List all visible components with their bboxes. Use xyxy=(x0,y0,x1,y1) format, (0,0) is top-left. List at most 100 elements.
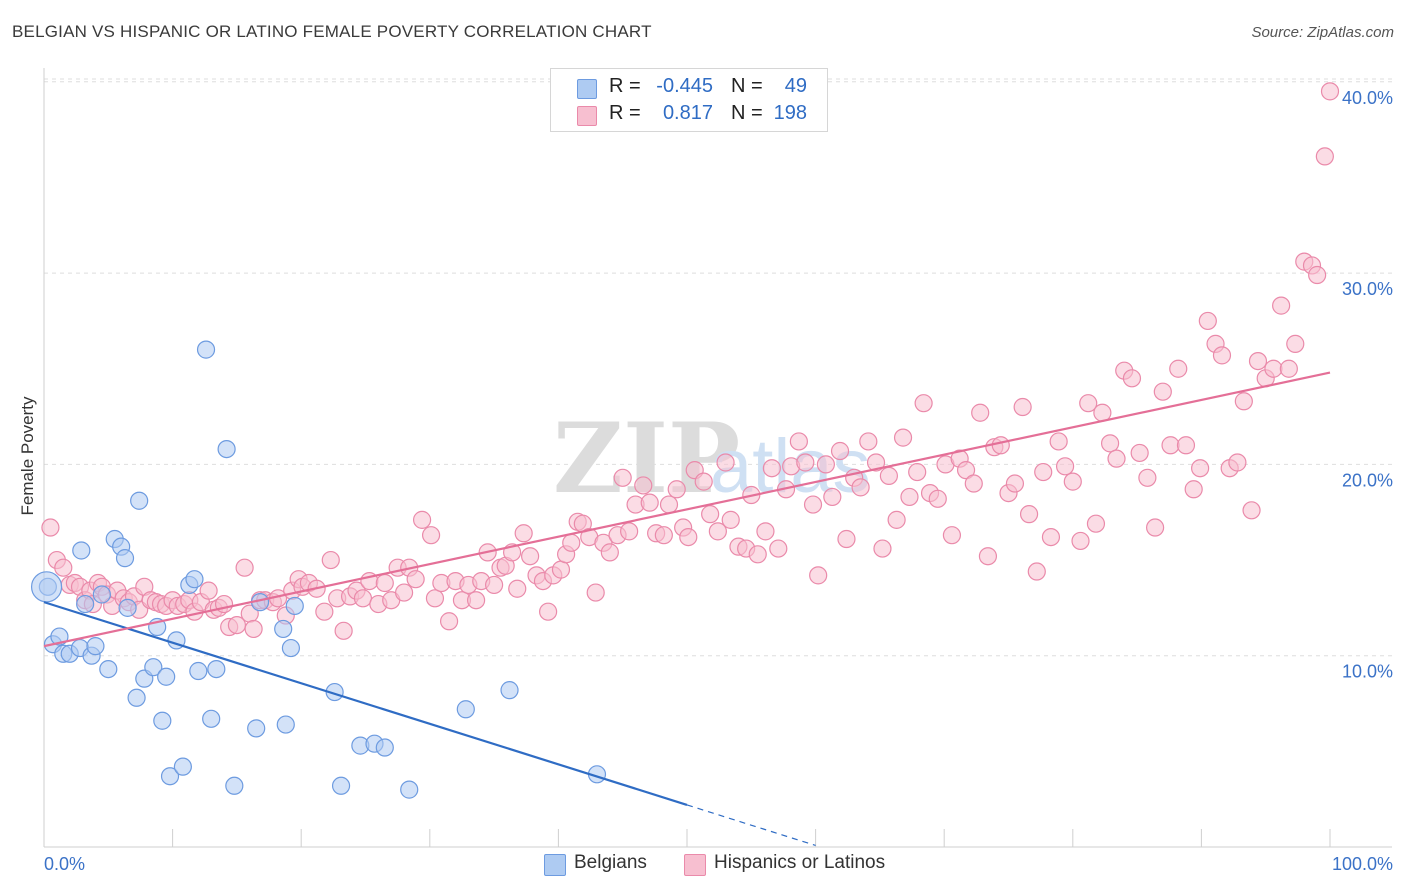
belgian-point xyxy=(86,637,105,656)
belgian-point xyxy=(285,596,304,616)
hispanic-point xyxy=(721,510,740,529)
hispanic-point xyxy=(659,495,679,514)
belgian-point xyxy=(274,619,293,639)
hispanic-point xyxy=(54,558,73,577)
legend-n-value: 49 xyxy=(784,75,807,97)
legend-row-hispanics: R = 0.817 N = 198 xyxy=(551,102,827,128)
belgian-points xyxy=(30,340,607,799)
belgian-point xyxy=(72,541,91,560)
hispanic-point xyxy=(620,522,639,541)
hispanic-point xyxy=(1169,359,1188,378)
hispanic-point xyxy=(1100,434,1120,453)
hispanic-point xyxy=(613,468,632,487)
hispanic-point xyxy=(1079,394,1098,413)
y-tick-label: 40.0% xyxy=(1342,88,1393,108)
belgian-point xyxy=(375,738,394,757)
belgian-point xyxy=(202,709,221,728)
y-tick-label: 20.0% xyxy=(1342,470,1393,490)
hispanic-point xyxy=(1242,501,1261,520)
legend-n-label: N = xyxy=(731,75,763,97)
hispanic-point xyxy=(199,581,218,600)
belgian-point xyxy=(207,659,226,679)
chart-title: BELGIAN VS HISPANIC OR LATINO FEMALE POV… xyxy=(12,22,652,41)
hispanic-point xyxy=(971,403,990,422)
hispanic-point xyxy=(353,589,373,608)
hispanic-point xyxy=(244,619,263,639)
hispanic-point xyxy=(978,547,998,566)
hispanic-point xyxy=(1315,147,1334,166)
belgian-point xyxy=(281,638,301,658)
hispanic-point xyxy=(900,487,919,507)
hispanic-point xyxy=(1122,369,1142,388)
hispanic-point xyxy=(375,573,394,593)
belgian-point xyxy=(118,598,137,617)
hispanic-point xyxy=(41,518,60,537)
hispanic-point xyxy=(873,539,892,558)
belgian-point xyxy=(30,571,63,603)
hispanic-point xyxy=(708,522,727,541)
trend-lines xyxy=(43,371,1331,847)
belgian-point xyxy=(92,585,111,604)
hispanic-points xyxy=(41,82,1340,640)
hispanic-point xyxy=(1264,359,1283,378)
hispanic-point xyxy=(667,480,686,499)
hispanic-point xyxy=(762,459,781,478)
hispanic-trend-line xyxy=(43,371,1331,648)
hispanic-point xyxy=(1013,397,1032,417)
hispanic-point xyxy=(748,545,767,564)
hispanic-point xyxy=(562,533,581,552)
hispanic-point xyxy=(1055,457,1075,476)
hispanic-point xyxy=(1034,462,1053,482)
hispanic-point xyxy=(1272,296,1291,315)
belgian-point xyxy=(50,627,69,646)
hispanic-point xyxy=(586,583,605,602)
hispanic-point xyxy=(1063,472,1082,491)
belgian-point xyxy=(247,719,266,738)
belgian-point xyxy=(153,711,172,730)
hispanic-point xyxy=(1049,432,1068,451)
belgian-point xyxy=(217,439,236,459)
belgian-trend-extension xyxy=(686,804,816,847)
hispanic-point xyxy=(521,547,540,566)
x-tick-label: 0.0% xyxy=(44,854,85,874)
hispanic-point xyxy=(942,526,962,545)
source-credit: Source: ZipAtlas.com xyxy=(1251,24,1394,41)
belgian-point xyxy=(276,715,295,734)
hispanic-point xyxy=(406,570,425,589)
hispanic-point xyxy=(1279,359,1298,378)
hispanic-point xyxy=(334,621,353,640)
legend-r-value: -0.445 xyxy=(656,75,713,97)
hispanic-point xyxy=(796,453,815,472)
hispanic-point xyxy=(1248,351,1268,371)
hispanic-point xyxy=(803,495,823,514)
belgian-point xyxy=(225,776,244,795)
belgian-point xyxy=(144,658,163,677)
hispanic-point xyxy=(701,505,720,524)
y-tick-label: 30.0% xyxy=(1342,279,1393,299)
hispanic-point xyxy=(694,472,713,491)
hispanic-point xyxy=(412,510,432,529)
hispanic-point xyxy=(1320,82,1340,101)
hispanic-point xyxy=(1071,531,1090,551)
hispanic-point xyxy=(991,436,1010,455)
legend-swatch-belgians xyxy=(577,79,597,99)
bottom-legend-label-hispanics: Hispanics or Latinos xyxy=(714,852,886,873)
hispanic-point xyxy=(439,612,459,631)
belgian-point xyxy=(196,340,216,359)
belgian-point xyxy=(115,549,135,568)
hispanic-point xyxy=(1041,527,1061,547)
hispanic-point xyxy=(654,526,673,545)
hispanic-point xyxy=(1146,518,1165,537)
hispanic-point xyxy=(908,462,927,482)
hispanic-point xyxy=(1212,346,1232,365)
hispanic-point xyxy=(1184,480,1203,499)
hispanic-point xyxy=(235,558,254,577)
belgian-point xyxy=(331,776,351,795)
hispanic-point xyxy=(1234,392,1253,411)
legend-swatch-hispanics xyxy=(577,106,597,126)
hispanic-point xyxy=(816,455,835,474)
y-tick-label: 10.0% xyxy=(1342,662,1393,682)
belgian-point xyxy=(185,570,204,589)
hispanic-point xyxy=(634,476,653,495)
hispanic-point xyxy=(914,394,933,413)
